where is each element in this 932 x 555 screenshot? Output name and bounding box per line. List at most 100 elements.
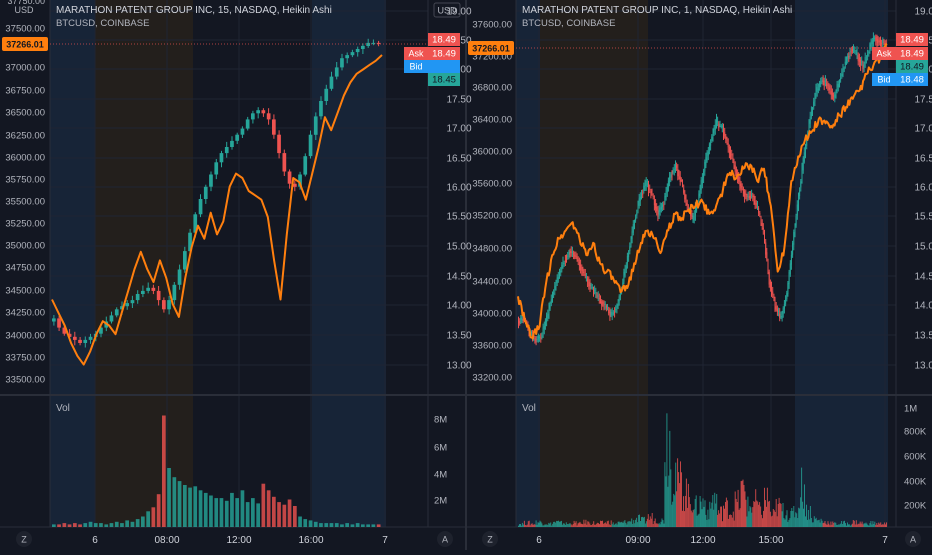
candle[interactable] [799, 190, 801, 196]
candle[interactable] [99, 327, 103, 334]
candle[interactable] [813, 101, 815, 107]
candle[interactable] [584, 274, 586, 276]
candle[interactable] [771, 286, 772, 293]
candle[interactable] [835, 94, 837, 95]
candle[interactable] [861, 61, 863, 63]
candle[interactable] [833, 95, 835, 97]
candle[interactable] [884, 43, 886, 45]
candle[interactable] [728, 147, 730, 154]
candle[interactable] [800, 181, 802, 188]
candle[interactable] [690, 213, 692, 216]
candle[interactable] [539, 336, 541, 338]
candle[interactable] [749, 196, 751, 199]
candle[interactable] [710, 142, 712, 146]
candle[interactable] [361, 45, 365, 49]
candle[interactable] [610, 313, 612, 315]
candle[interactable] [576, 257, 578, 260]
candle[interactable] [872, 37, 874, 42]
candle[interactable] [699, 186, 701, 196]
candle[interactable] [666, 186, 668, 193]
candle[interactable] [561, 265, 563, 270]
candle[interactable] [673, 169, 675, 171]
candle[interactable] [172, 284, 177, 301]
candle[interactable] [732, 158, 734, 159]
candle[interactable] [670, 174, 672, 178]
candle[interactable] [52, 318, 56, 322]
zoom-reset-button[interactable] [16, 531, 32, 547]
candle[interactable] [574, 254, 576, 257]
candle[interactable] [765, 242, 767, 255]
candle[interactable] [849, 52, 851, 54]
candle[interactable] [712, 130, 714, 138]
candle[interactable] [822, 79, 824, 82]
candle[interactable] [748, 196, 750, 199]
candle[interactable] [808, 123, 810, 132]
candle[interactable] [735, 169, 737, 175]
candle[interactable] [772, 291, 774, 295]
candle[interactable] [757, 205, 758, 207]
candle[interactable] [120, 306, 124, 310]
candle[interactable] [830, 90, 832, 95]
candle[interactable] [733, 161, 735, 166]
candle[interactable] [868, 52, 870, 54]
candle[interactable] [764, 232, 765, 242]
candle[interactable] [854, 50, 856, 52]
candle[interactable] [843, 68, 845, 70]
candle[interactable] [167, 300, 171, 310]
candle[interactable] [682, 183, 683, 186]
candle[interactable] [650, 191, 652, 194]
candle[interactable] [626, 256, 628, 264]
candle[interactable] [776, 308, 778, 312]
candle[interactable] [130, 300, 135, 304]
candle[interactable] [651, 193, 653, 195]
candle[interactable] [827, 84, 829, 86]
candle[interactable] [703, 170, 705, 178]
candle[interactable] [580, 264, 582, 270]
candle[interactable] [589, 283, 591, 289]
candle[interactable] [761, 222, 763, 226]
candle[interactable] [798, 196, 799, 206]
candle[interactable] [869, 44, 871, 50]
candle[interactable] [780, 316, 782, 317]
candle[interactable] [738, 176, 740, 182]
candle[interactable] [188, 232, 192, 252]
candle[interactable] [788, 271, 790, 285]
candle[interactable] [829, 88, 831, 90]
candle[interactable] [676, 165, 678, 168]
candle[interactable] [520, 317, 522, 321]
candle[interactable] [685, 198, 687, 202]
candle[interactable] [88, 336, 93, 340]
currency-button[interactable] [433, 2, 461, 18]
candle[interactable] [603, 303, 605, 307]
candle[interactable] [596, 294, 598, 296]
candle[interactable] [334, 67, 339, 77]
candle[interactable] [376, 42, 381, 44]
candle[interactable] [785, 299, 787, 304]
candle[interactable] [324, 88, 329, 101]
candle[interactable] [806, 139, 808, 146]
candle[interactable] [277, 134, 281, 154]
candle[interactable] [815, 88, 817, 97]
candle[interactable] [660, 206, 662, 210]
candle[interactable] [605, 306, 607, 308]
candle[interactable] [251, 113, 255, 120]
candle[interactable] [593, 289, 594, 293]
candle[interactable] [519, 320, 521, 324]
candle[interactable] [340, 58, 344, 68]
candle[interactable] [57, 318, 61, 328]
candle[interactable] [245, 119, 250, 129]
candle[interactable] [548, 306, 550, 314]
candle[interactable] [803, 152, 805, 162]
candle[interactable] [882, 39, 884, 43]
candle[interactable] [659, 207, 661, 212]
candle[interactable] [766, 252, 768, 259]
candle[interactable] [566, 258, 567, 261]
candle[interactable] [707, 151, 709, 156]
candle[interactable] [636, 213, 638, 216]
candle[interactable] [553, 292, 555, 294]
candle[interactable] [880, 41, 881, 44]
candle[interactable] [746, 196, 748, 197]
candle[interactable] [691, 215, 693, 217]
candle[interactable] [786, 293, 788, 299]
candle[interactable] [568, 251, 570, 255]
